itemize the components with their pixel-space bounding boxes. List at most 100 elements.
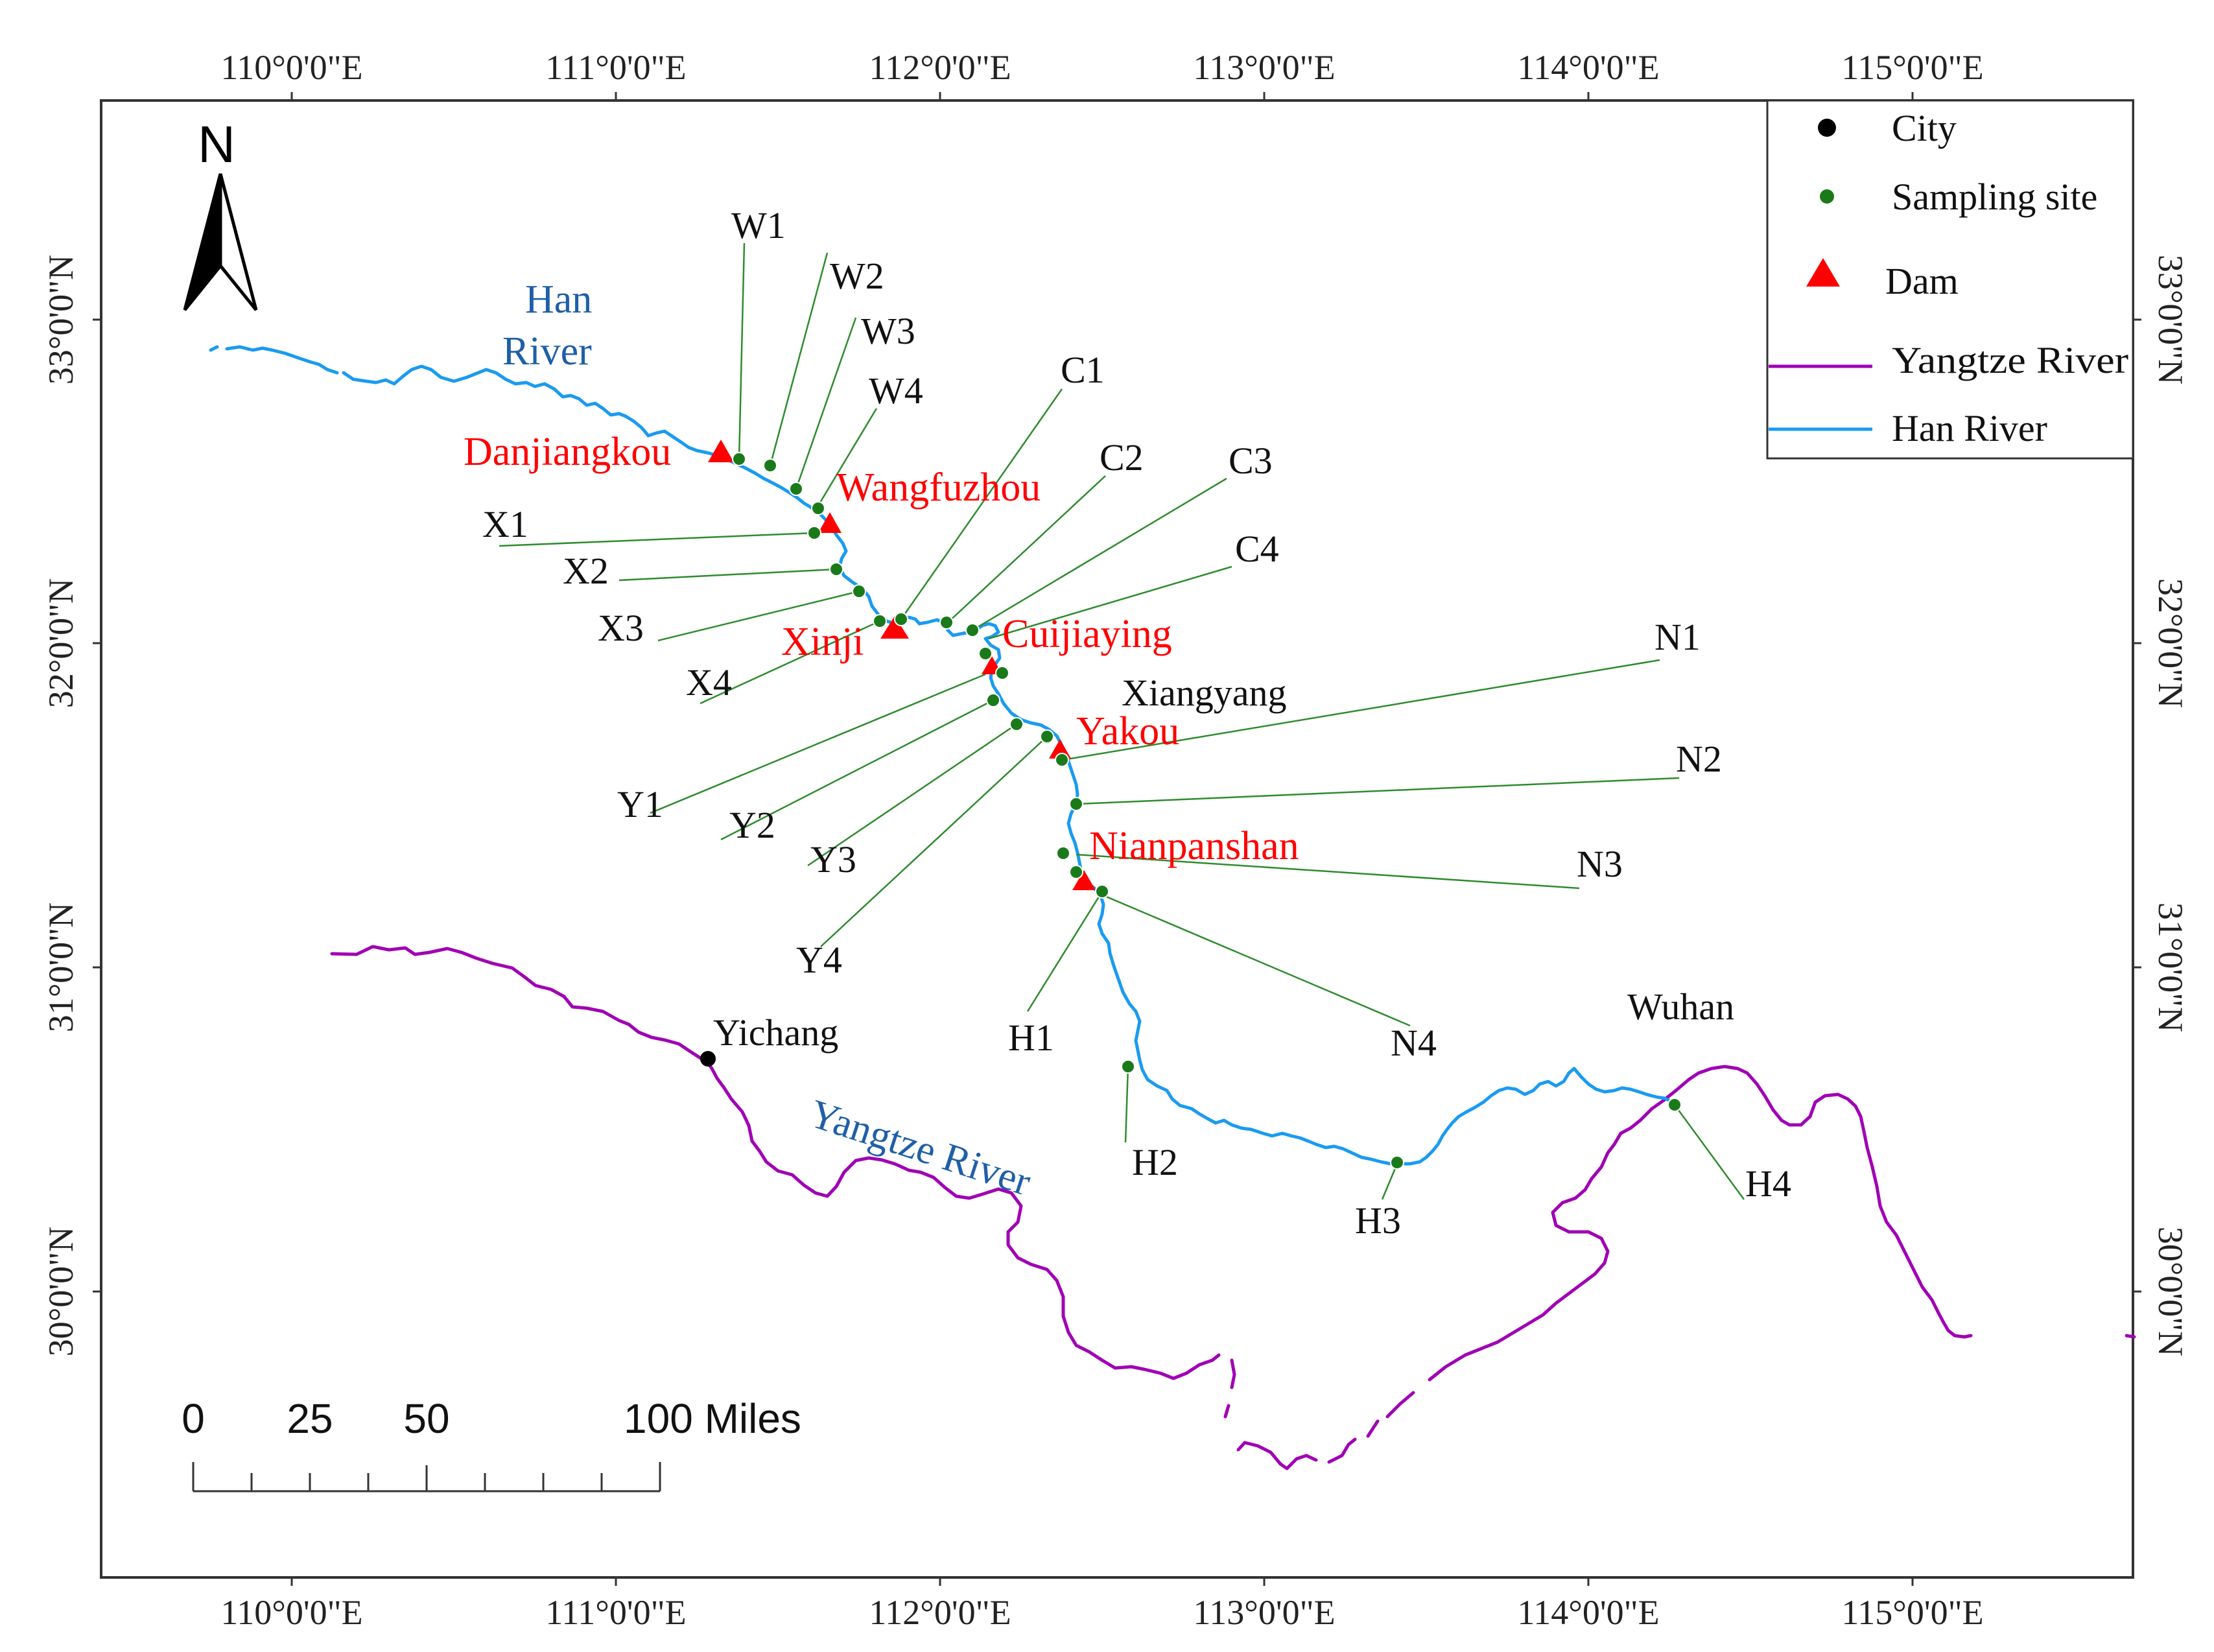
- lon-label-bottom: 114°0'0"E: [1517, 1593, 1659, 1632]
- site-label-y4: Y4: [796, 939, 842, 981]
- site-label-n3: N3: [1577, 843, 1623, 885]
- sampling-site-marker: [939, 615, 954, 630]
- sampling-site-marker: [852, 584, 866, 598]
- scale-label: 50: [403, 1395, 449, 1442]
- sampling-dot-icon: [1820, 189, 1834, 204]
- site-label-x2: X2: [563, 550, 609, 592]
- han-river-label: Han: [525, 277, 592, 322]
- sampling-site-marker: [1069, 865, 1083, 879]
- sampling-site-marker: [965, 623, 980, 637]
- site-label-h1: H1: [1008, 1017, 1054, 1059]
- city-dot-icon: [1818, 119, 1836, 137]
- site-label-n1: N1: [1655, 616, 1701, 658]
- dam-label-xinji: Xinji: [781, 620, 864, 664]
- city-label-xiangyang: Xiangyang: [1122, 672, 1287, 714]
- lon-label-top: 112°0'0"E: [869, 48, 1011, 87]
- sampling-site-marker: [829, 562, 843, 576]
- lon-label-bottom: 111°0'0"E: [545, 1593, 686, 1632]
- site-label-y2: Y2: [729, 804, 775, 846]
- lat-label-right: 30°0'0"N: [2151, 1227, 2190, 1356]
- city-marker-yichang: [700, 1051, 716, 1067]
- sampling-site-marker: [763, 458, 777, 473]
- lat-label-left: 30°0'0"N: [41, 1227, 80, 1356]
- legend-label-site: Sampling site: [1892, 176, 2097, 218]
- dam-label-yakou: Yakou: [1076, 709, 1179, 753]
- legend-label-city: City: [1892, 107, 1957, 149]
- lon-label-bottom: 115°0'0"E: [1841, 1593, 1983, 1632]
- han-river-label: River: [502, 329, 592, 373]
- lon-label-top: 114°0'0"E: [1517, 48, 1659, 87]
- city-label-yichang: Yichang: [713, 1011, 838, 1054]
- site-label-h3: H3: [1355, 1199, 1401, 1242]
- site-label-n4: N4: [1391, 1022, 1437, 1064]
- sampling-site-marker: [1040, 729, 1054, 744]
- lat-label-left: 32°0'0"N: [41, 578, 80, 708]
- site-label-w1: W1: [731, 204, 786, 246]
- site-label-w2: W2: [830, 255, 884, 297]
- sampling-site-marker: [1009, 717, 1024, 731]
- site-label-n2: N2: [1676, 738, 1722, 780]
- map-frame: [100, 99, 2134, 1579]
- lat-label-left: 33°0'0"N: [41, 255, 80, 384]
- dam-triangle-icon: [818, 512, 842, 533]
- legend: City Sampling site Dam Yangtze River Han…: [1766, 99, 2134, 460]
- sampling-site-marker: [986, 693, 1000, 707]
- dam-triangle-icon: [1072, 870, 1096, 890]
- lon-label-top: 110°0'0"E: [220, 48, 362, 87]
- site-label-c3: C3: [1229, 440, 1273, 482]
- han-river: [209, 345, 1675, 1166]
- site-label-c4: C4: [1235, 528, 1279, 570]
- lat-label-right: 32°0'0"N: [2151, 578, 2190, 708]
- dam-label-danjiangkou: Danjiangkou: [464, 430, 671, 474]
- legend-label-yangtze: Yangtze River: [1892, 339, 2128, 381]
- site-label-c2: C2: [1100, 436, 1144, 478]
- lat-label-left: 31°0'0"N: [41, 903, 80, 1032]
- dam-triangle-icon: [880, 616, 909, 639]
- sampling-site-marker: [1121, 1059, 1135, 1074]
- sampling-site-marker: [807, 526, 821, 540]
- scale-bar: 0 25 50 100 Miles: [182, 1395, 801, 1493]
- sampling-site-marker: [811, 501, 825, 515]
- sampling-site-marker: [1095, 884, 1109, 899]
- site-label-c1: C1: [1061, 349, 1105, 391]
- legend-label-han: Han River: [1892, 407, 2047, 449]
- tick-marks: [93, 92, 2141, 1586]
- scale-label: 100 Miles: [624, 1395, 801, 1442]
- sampling-site-marker: [894, 612, 908, 626]
- site-label-w3: W3: [861, 310, 915, 352]
- north-arrow-icon: N: [183, 115, 258, 311]
- lon-label-bottom: 112°0'0"E: [869, 1593, 1011, 1632]
- dam-label-wangfuzhou: Wangfuzhou: [836, 466, 1041, 510]
- north-arrow-label: N: [198, 115, 235, 173]
- sampling-site-marker: [1069, 797, 1083, 811]
- scale-label: 25: [287, 1395, 333, 1442]
- lon-label-top: 113°0'0"E: [1193, 48, 1335, 87]
- site-label-x4: X4: [686, 661, 732, 703]
- lon-label-bottom: 110°0'0"E: [220, 1593, 362, 1632]
- dam-triangle-icon: [708, 440, 734, 462]
- dam-label-cuijiaying: Cuijiaying: [1002, 612, 1172, 656]
- sampling-site-marker: [873, 614, 887, 628]
- yangtze-river: [330, 945, 2136, 1470]
- lon-label-bottom: 113°0'0"E: [1193, 1593, 1335, 1632]
- site-label-x1: X1: [482, 503, 528, 545]
- site-label-y1: Y1: [617, 783, 663, 825]
- lat-label-right: 31°0'0"N: [2151, 903, 2190, 1032]
- sampling-site-marker: [732, 452, 746, 466]
- sampling-site-marker: [1056, 846, 1070, 860]
- site-label-w4: W4: [869, 370, 923, 412]
- sampling-site-marker: [1390, 1155, 1404, 1170]
- site-label-h2: H2: [1132, 1141, 1178, 1183]
- scale-label: 0: [182, 1395, 205, 1442]
- leader-lines: [499, 242, 1745, 1200]
- lat-label-right: 33°0'0"N: [2151, 255, 2190, 384]
- sampling-site-marker: [995, 666, 1009, 680]
- site-label-x3: X3: [598, 607, 644, 649]
- sampling-site-marker: [1055, 753, 1069, 767]
- site-label-y3: Y3: [810, 838, 856, 880]
- lon-label-top: 115°0'0"E: [1841, 48, 1983, 87]
- legend-label-dam: Dam: [1885, 260, 1959, 302]
- site-label-h4: H4: [1745, 1162, 1791, 1205]
- lon-label-top: 111°0'0"E: [545, 48, 686, 87]
